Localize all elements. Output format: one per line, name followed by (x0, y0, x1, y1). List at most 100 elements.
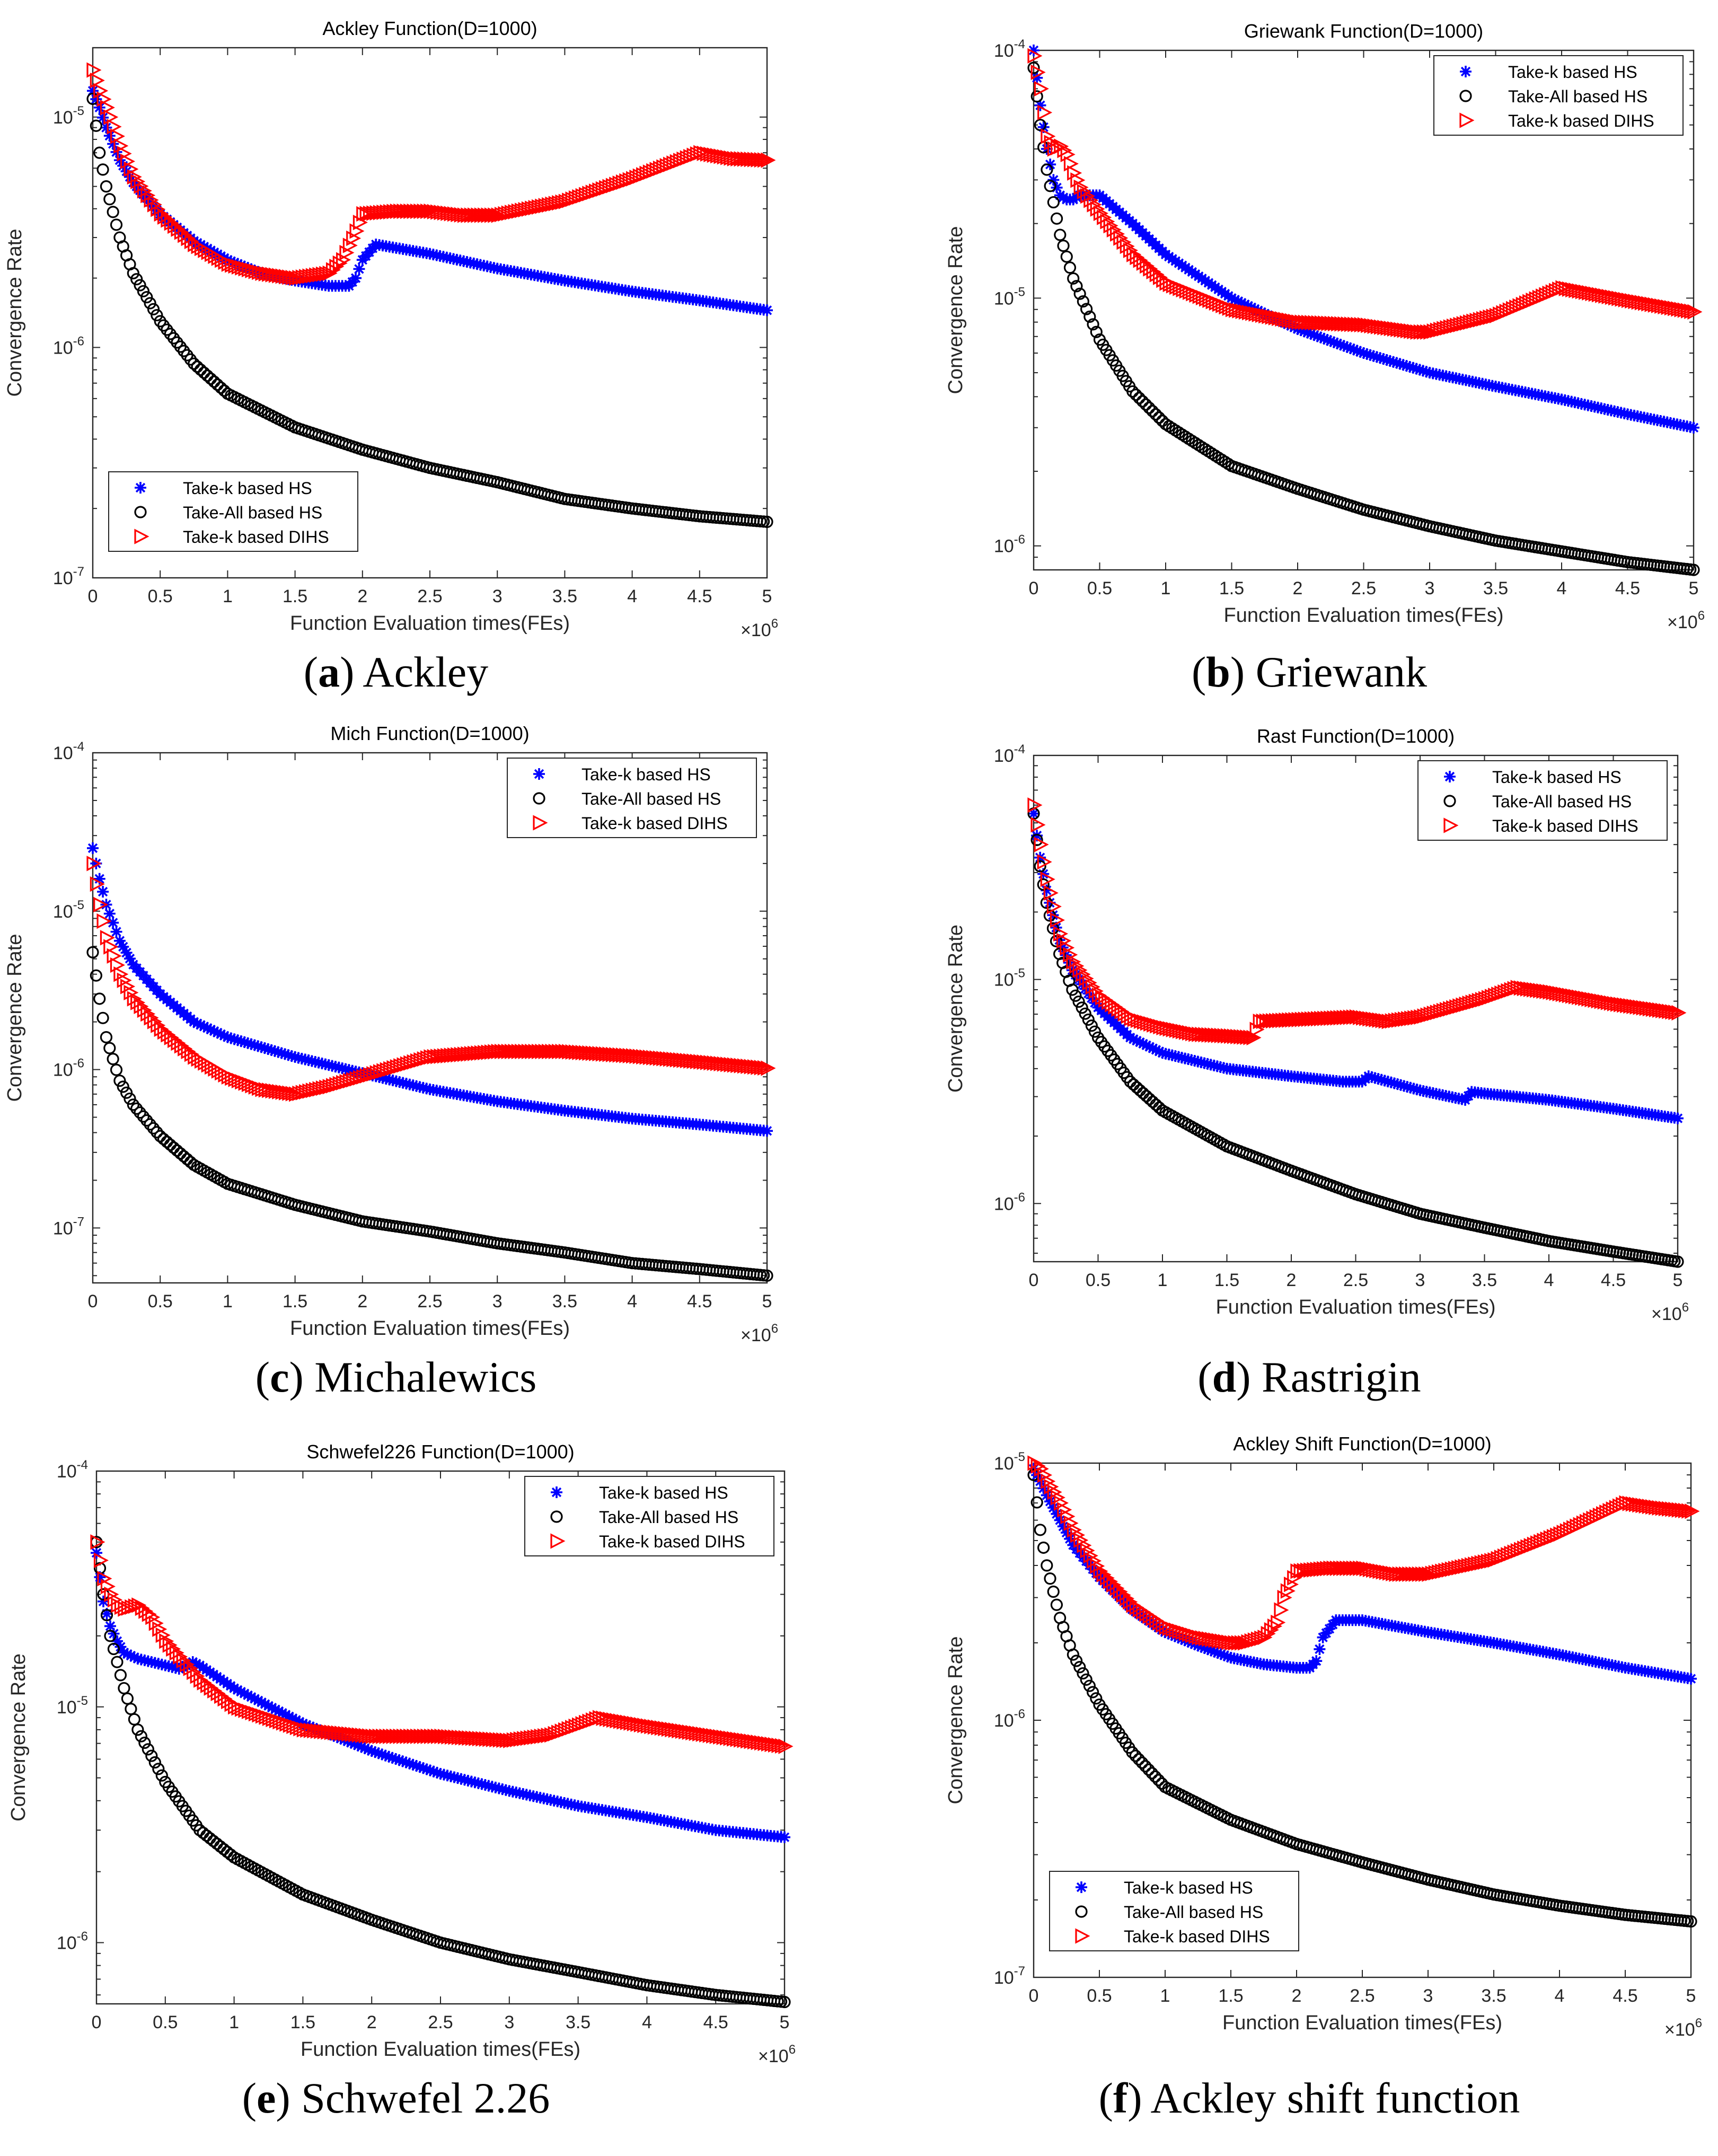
data-point (1347, 344, 1360, 356)
data-point (774, 1738, 790, 1754)
data-point (113, 966, 129, 982)
data-point (1685, 1503, 1700, 1519)
data-point (1053, 1495, 1069, 1511)
data-point (353, 263, 365, 275)
data-point (1054, 228, 1067, 241)
data-point (212, 1026, 224, 1039)
data-point (1037, 854, 1052, 870)
legend-label: Take-All based HS (1124, 1903, 1263, 1922)
data-point (147, 1122, 160, 1134)
data-point (107, 138, 119, 150)
x-tick-label: 2.5 (1343, 1270, 1368, 1290)
data-point (87, 85, 99, 97)
data-point (1034, 81, 1049, 97)
data-point (1077, 1667, 1089, 1680)
data-point (397, 1755, 409, 1767)
data-point (1083, 310, 1096, 323)
data-point (1090, 325, 1103, 338)
x-tick-label: 4 (1544, 1270, 1554, 1290)
data-point (93, 873, 105, 885)
data-point (1030, 90, 1043, 103)
legend: Take-k based HS Take-All based HS Take-k b… (1417, 760, 1668, 841)
y-tick-label: 10-4 (994, 742, 1025, 766)
legend-box (524, 1476, 774, 1556)
data-point (1284, 1577, 1299, 1592)
series-3 (86, 856, 776, 1102)
x-axis-label: Function Evaluation times(FEs) (290, 612, 570, 635)
data-point (1066, 983, 1079, 996)
x-tick-label: 4.5 (687, 586, 712, 606)
chart-title: Mich Function(D=1000) (330, 723, 529, 744)
data-point (352, 1739, 364, 1752)
data-point (104, 1620, 116, 1632)
data-point (262, 1700, 275, 1712)
data-point (1267, 1618, 1283, 1634)
x-axis-multiplier: ×106 (741, 617, 778, 640)
data-point (111, 1635, 123, 1647)
data-point (113, 935, 126, 947)
data-point (137, 285, 149, 297)
data-point (242, 1689, 254, 1701)
data-point (1034, 1524, 1047, 1536)
x-tick-label: 4 (1557, 578, 1567, 599)
data-point (761, 1125, 773, 1137)
data-point (1136, 1756, 1149, 1769)
x-tick-label: 1.5 (1218, 1986, 1243, 2006)
legend-label: Take-k based HS (582, 765, 711, 784)
legend-label: Take-All based HS (599, 1508, 738, 1527)
data-point (1037, 878, 1050, 891)
data-point (279, 1048, 291, 1060)
data-point (1041, 1489, 1053, 1501)
data-point (90, 119, 102, 132)
plot-area (1033, 49, 1695, 571)
x-tick-label: 0.5 (1087, 1986, 1112, 2006)
data-point (1082, 1013, 1095, 1026)
data-point (283, 1710, 295, 1722)
data-point (1063, 956, 1075, 969)
x-tick-label: 3.5 (1483, 578, 1508, 599)
data-point (1338, 340, 1350, 352)
data-point (373, 1747, 385, 1759)
x-tick-label: 2.5 (1351, 578, 1376, 599)
data-point (93, 896, 109, 913)
data-point (400, 1756, 412, 1768)
data-point (1371, 351, 1383, 363)
data-point (201, 369, 214, 382)
data-point (191, 1017, 204, 1029)
data-point (103, 193, 116, 206)
x-tick-label: 4.5 (1615, 578, 1640, 599)
data-point (1027, 797, 1043, 813)
y-tick-label: 10-7 (53, 565, 84, 588)
data-point (1031, 72, 1043, 84)
data-point (1079, 1007, 1091, 1020)
data-point (1053, 926, 1069, 942)
data-point (1400, 360, 1413, 372)
data-point (235, 1035, 247, 1048)
chart-panel-b: 0 0.5 1 1.5 2 2.5 3 3.5 4 4.5 5 10-6 10-5 10-4 Griewan… (945, 20, 1705, 632)
data-point (1034, 99, 1046, 111)
data-point (90, 1534, 105, 1550)
legend: Take-k based HS Take-All based HS Take-k b… (524, 1476, 774, 1556)
data-point (120, 1086, 133, 1099)
data-point (1149, 1770, 1161, 1783)
series-layer (1027, 45, 1703, 576)
x-axis-multiplier: ×106 (1667, 609, 1705, 632)
data-point (269, 1703, 281, 1715)
data-point (1047, 1585, 1060, 1598)
data-point (1205, 1644, 1217, 1657)
data-point (120, 947, 133, 959)
x-tick-label: 5 (762, 1291, 772, 1312)
data-point (107, 206, 119, 218)
data-point (201, 1022, 214, 1034)
x-axis-label: Function Evaluation times(FEs) (301, 2038, 580, 2061)
data-point (1126, 385, 1139, 398)
data-point (1417, 365, 1429, 377)
data-point (1152, 1774, 1165, 1787)
legend-marker (550, 1510, 563, 1523)
data-point (205, 1024, 217, 1036)
x-tick-label: 4 (1555, 1986, 1565, 2006)
data-point (232, 1034, 244, 1046)
data-point (1387, 356, 1399, 368)
data-point (1057, 240, 1070, 252)
data-point (215, 1028, 227, 1040)
